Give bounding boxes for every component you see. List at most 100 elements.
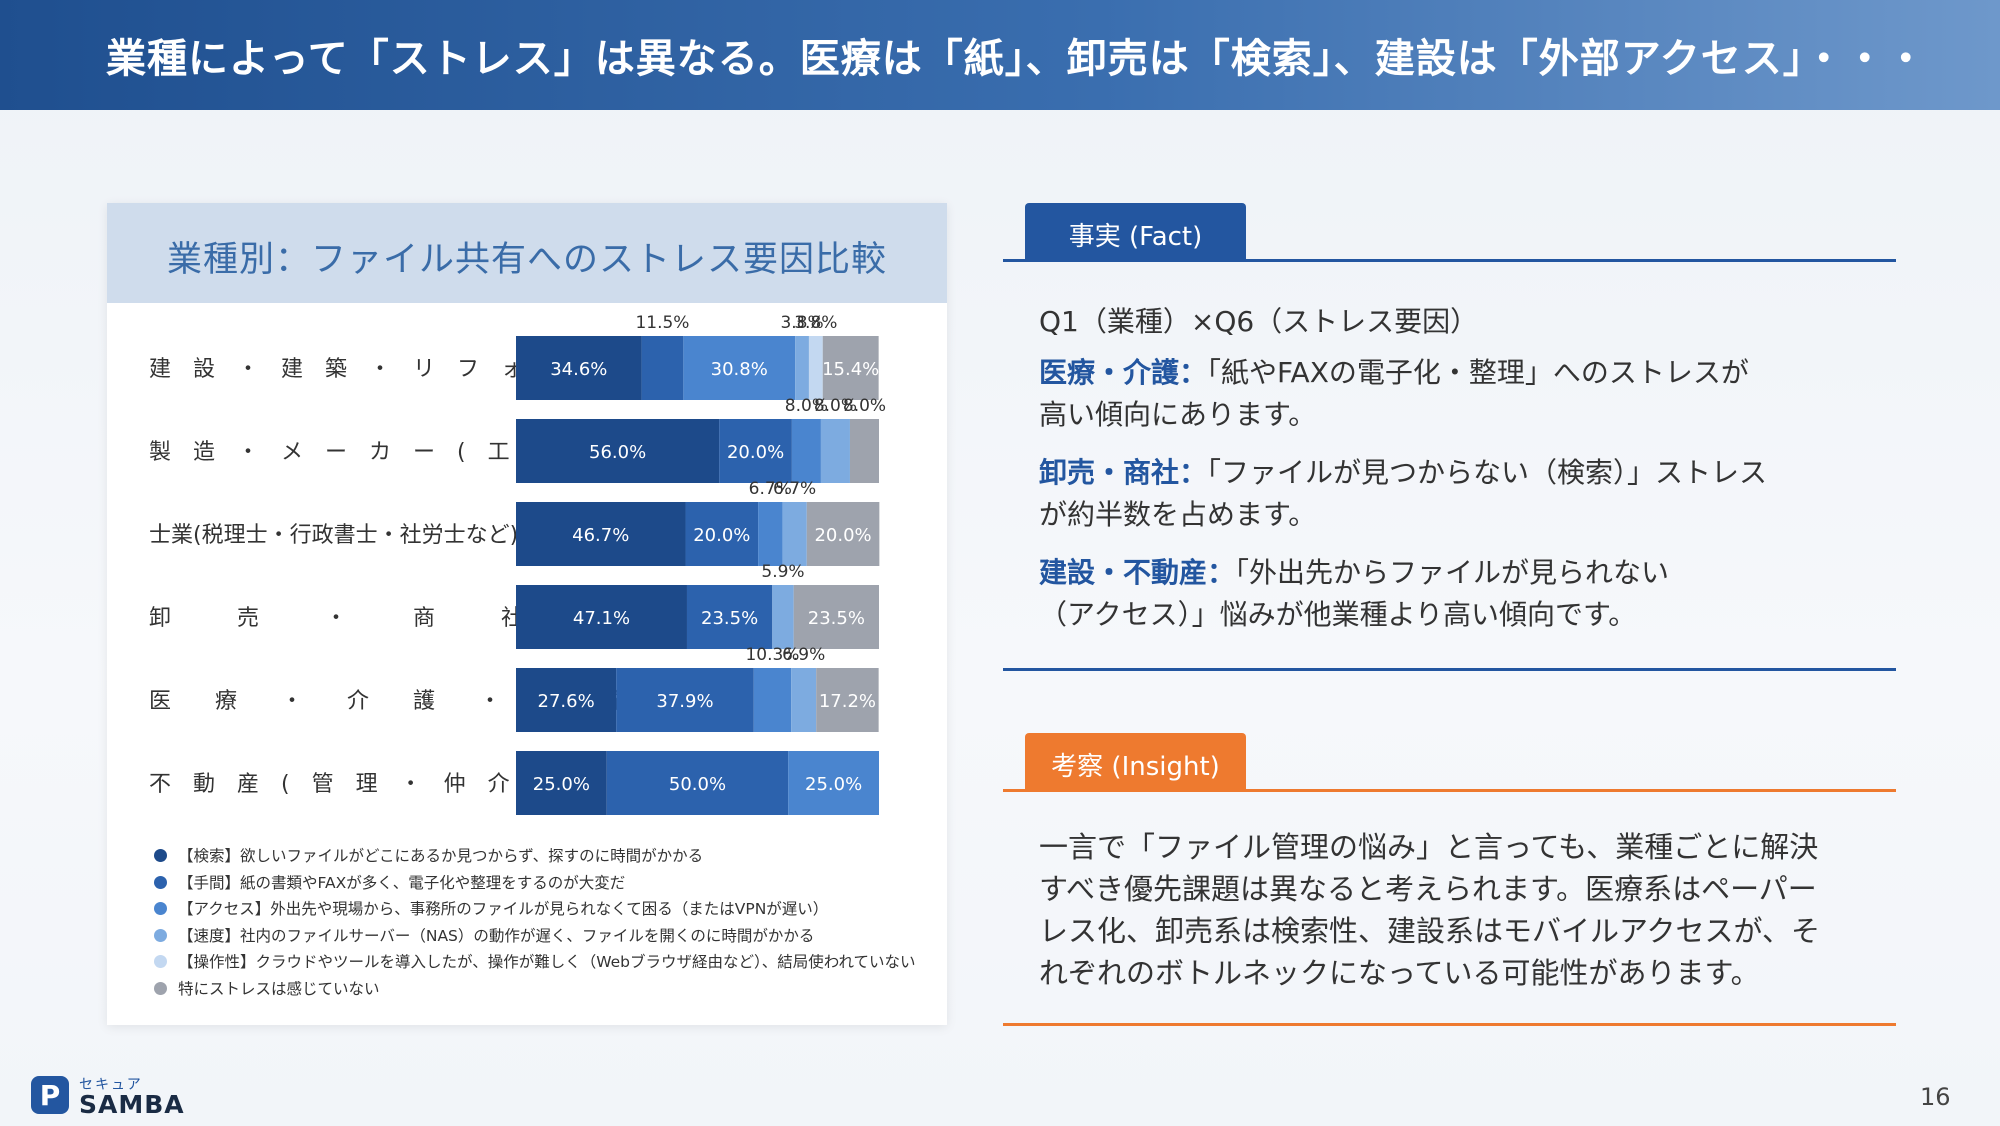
bar-segment xyxy=(822,336,879,400)
bar-segment xyxy=(753,668,792,732)
bar-segment xyxy=(616,668,754,732)
bar-segment xyxy=(758,502,783,566)
bar-segment xyxy=(806,502,880,566)
fact-item-text: 「ファイルが見つからない（検索）」ストレス xyxy=(1207,456,1768,489)
fact-item-label: 医療・介護： xyxy=(1039,356,1208,389)
insight-line: れぞれのボトルネックになっている可能性があります。 xyxy=(1039,956,1760,990)
legend-label: 【アクセス】外出先や現場から、事務所のファイルが見られなくて困る（またはVPNが… xyxy=(178,900,829,918)
stacked-bar-chart: 建 設 ・ 建 築 ・ リ フ ォ ー ム34.6%11.5%30.8%3.8%… xyxy=(149,313,886,815)
chart-title-bar: 業種別：ファイル共有へのストレス要因比較 xyxy=(107,203,947,303)
data-label: 11.5% xyxy=(635,313,689,333)
company-logo: P セキュア SAMBA xyxy=(31,1074,201,1119)
bar-segment xyxy=(516,502,686,566)
data-label: 34.6% xyxy=(550,359,607,380)
bar-segment xyxy=(808,336,823,400)
legend-label: 【速度】社内のファイルサーバー（NAS）の動作が遅く、ファイルを開くのに時間がか… xyxy=(178,926,815,945)
data-label: 46.7% xyxy=(572,525,629,546)
legend-swatch xyxy=(154,902,167,915)
legend-label: 【手間】紙の書類やFAXが多く、電子化や整理をするのが大変だ xyxy=(178,873,626,892)
chart-title: 業種別：ファイル共有へのストレス要因比較 xyxy=(166,240,887,280)
bar-segment xyxy=(516,585,687,649)
legend-swatch xyxy=(154,875,167,889)
data-label: 27.6% xyxy=(538,691,595,712)
logo-mark-icon: P xyxy=(31,1076,69,1114)
data-label: 30.8% xyxy=(711,359,768,380)
data-label: 8.0% xyxy=(785,396,828,416)
bar-segment xyxy=(516,419,720,483)
data-label: 6.9% xyxy=(782,645,825,665)
data-label: 20.0% xyxy=(693,525,750,546)
bar-segment xyxy=(782,502,807,566)
insight-line: すべき優先課題は異なると考えられます。医療系はペーパー xyxy=(1039,872,1817,906)
bar-segment xyxy=(816,668,879,732)
data-label: 5.9% xyxy=(761,562,804,582)
data-label: 23.5% xyxy=(808,608,865,629)
bar-segment xyxy=(685,502,759,566)
logo-name: SAMBA xyxy=(79,1090,185,1119)
category-label: 士業(税理士・行政書士・社労士など) xyxy=(149,523,518,548)
data-label: 15.4% xyxy=(822,359,879,380)
logo-mark-glyph: P xyxy=(39,1079,61,1112)
fact-item-text: 「外出先からファイルが見られない xyxy=(1235,556,1670,589)
data-label: 17.2% xyxy=(819,691,876,712)
bar-segment xyxy=(849,419,879,483)
chart-card: 業種別：ファイル共有へのストレス要因比較 建 設 ・ 建 築 ・ リ フ ォ ー… xyxy=(107,203,947,1025)
fact-tab-label: 事実 (Fact) xyxy=(1068,222,1203,252)
data-label: 50.0% xyxy=(669,774,726,795)
bar-segment xyxy=(606,751,789,815)
page-title: 業種によって「ストレス」は異なる。医療は「紙」、卸売は「検索」、建設は「外部アク… xyxy=(106,36,1927,82)
fact-subtitle: Q1（業種）×Q6（ストレス要因） xyxy=(1039,305,1479,338)
data-label: 8.0% xyxy=(814,396,857,416)
bar-segment xyxy=(516,336,642,400)
bar-segment xyxy=(791,419,821,483)
legend-label: 【検索】欲しいファイルがどこにあるか見つからず、探すのに時間がかかる xyxy=(178,847,704,865)
page-number: 16 xyxy=(1920,1083,1951,1111)
bar-segment xyxy=(719,419,792,483)
fact-item-wholesale-line2: が約半数を占めます。 xyxy=(1039,498,1317,531)
bar-segment xyxy=(795,336,809,400)
bar-segment xyxy=(686,585,773,649)
fact-item-text: 「紙やFAXの電子化・整理」へのストレスが xyxy=(1207,356,1749,389)
insight-line: レス化、卸売系は検索性、建設系はモバイルアクセスが、そ xyxy=(1039,914,1820,948)
fact-item-construction-line1: 建設・不動産：「外出先からファイルが見られない xyxy=(1039,552,1669,594)
data-label: 25.0% xyxy=(533,774,590,795)
legend-swatch xyxy=(154,981,167,995)
legend-swatch xyxy=(154,955,167,968)
legend-swatch xyxy=(154,849,167,862)
category-label: 不 動 産 ( 管 理 ・ 仲 介 ) xyxy=(149,772,540,797)
data-label: 3.8% xyxy=(780,313,823,333)
bar-segment xyxy=(820,419,850,483)
bar-segment xyxy=(791,668,817,732)
legend-swatch xyxy=(154,928,167,942)
bar-segment xyxy=(516,668,617,732)
data-label: 23.5% xyxy=(701,608,758,629)
fact-item-medical-line1: 医療・介護：「紙やFAXの電子化・整理」へのストレスが xyxy=(1039,352,1749,394)
fact-item-medical-line2: 高い傾向にあります。 xyxy=(1039,398,1317,431)
header-bar: 業種によって「ストレス」は異なる。医療は「紙」、卸売は「検索」、建設は「外部アク… xyxy=(0,0,2000,110)
data-label: 8.0% xyxy=(843,396,886,416)
data-label: 20.0% xyxy=(727,442,784,463)
fact-box: Q1（業種）×Q6（ストレス要因） 医療・介護：「紙やFAXの電子化・整理」への… xyxy=(1003,259,1896,671)
insight-line: 一言で「ファイル管理の悩み」と言っても、業種ごとに解決 xyxy=(1039,830,1819,864)
logo-subtext: セキュア xyxy=(79,1077,143,1093)
bar-segment xyxy=(683,336,796,400)
bar-segment xyxy=(788,751,879,815)
data-label: 10.3% xyxy=(745,645,799,665)
legend-label: 【操作性】クラウドやツールを導入したが、操作が難しく（Webブラウザ経由など）、… xyxy=(178,953,916,971)
category-label: 卸 売 ・ 商 社 xyxy=(149,606,523,631)
data-label: 25.0% xyxy=(805,774,862,795)
bar-segment xyxy=(641,336,684,400)
insight-tab-label: 考察 (Insight) xyxy=(1051,752,1220,782)
fact-item-construction-line2: （アクセス）」悩みが他業種より高い傾向です。 xyxy=(1039,598,1637,631)
data-label: 20.0% xyxy=(814,525,871,546)
data-label: 3.8% xyxy=(794,313,837,333)
fact-item-wholesale-line1: 卸売・商社：「ファイルが見つからない（検索）」ストレス xyxy=(1039,452,1767,494)
data-label: 56.0% xyxy=(589,442,646,463)
fact-tab: 事実 (Fact) xyxy=(1025,203,1246,259)
fact-item-label: 建設・不動産： xyxy=(1039,556,1236,589)
legend-label: 特にストレスは感じていない xyxy=(178,979,380,998)
data-label: 6.7% xyxy=(749,479,792,499)
data-label: 37.9% xyxy=(656,691,713,712)
data-label: 6.7% xyxy=(773,479,816,499)
bar-segment xyxy=(516,751,607,815)
